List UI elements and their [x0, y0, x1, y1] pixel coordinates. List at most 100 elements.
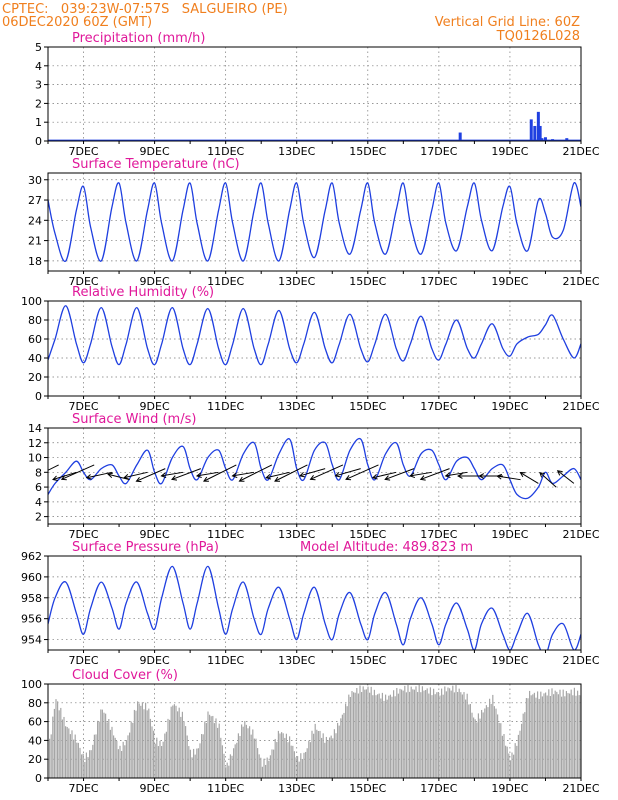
cloud-bar: [373, 689, 375, 778]
cloud-bar: [103, 712, 105, 778]
cloud-bar: [58, 710, 60, 778]
cloud-bar: [253, 738, 255, 778]
cloud-bar: [93, 734, 95, 778]
cloud-bar: [426, 688, 428, 778]
wind-vector: [420, 468, 450, 480]
wind-vector: [86, 471, 113, 479]
cloud-frame: [47, 683, 582, 779]
temp-ytick-label: 18: [28, 255, 42, 268]
rh-ytick-label: 20: [28, 371, 42, 384]
cloud-bar: [333, 729, 335, 778]
precip-bar: [565, 138, 569, 141]
cloud-bar: [418, 684, 420, 778]
cloud-bar: [513, 754, 515, 778]
cloud-bar: [55, 699, 57, 778]
wind-xtick-label: 21DEC: [562, 528, 599, 541]
cloud-bar: [332, 738, 334, 778]
cloud-xtick-label: 13DEC: [278, 782, 315, 795]
wind-vector-head: [371, 474, 378, 480]
cloud-bar: [68, 728, 70, 778]
wind-vector: [123, 471, 148, 479]
wind-vector: [345, 464, 379, 480]
cloud-bar: [293, 751, 295, 778]
pres-ytick-label: 954: [21, 634, 42, 647]
cloud-bar: [228, 765, 230, 778]
cloud-bar: [519, 730, 521, 778]
cloud-bar: [455, 685, 457, 778]
cloud-bar: [530, 695, 532, 778]
cloud-bar: [297, 756, 299, 778]
cloud-bar: [517, 734, 519, 778]
precip-title: Precipitation (mm/h): [72, 31, 205, 46]
cloud-bar: [559, 689, 561, 778]
cloud-bar: [49, 738, 51, 778]
cloud-bar: [524, 712, 526, 778]
rh-ytick-label: 100: [21, 295, 42, 308]
cloud-bar: [194, 754, 196, 778]
cloud-bar: [569, 693, 571, 778]
temp-series-line: [48, 182, 581, 262]
rh-xtick-label: 17DEC: [420, 400, 457, 413]
cloud-bar: [252, 729, 254, 778]
cloud-bar: [399, 688, 401, 778]
cloud-bar: [284, 737, 286, 778]
cloud-bar: [127, 735, 129, 778]
precip-xtick-label: 19DEC: [491, 145, 528, 158]
cloud-bar: [180, 716, 182, 778]
temp-ytick-label: 30: [28, 174, 42, 187]
cloud-bar: [549, 696, 551, 778]
cloud-bar: [156, 737, 158, 778]
cloud-bar: [57, 701, 59, 778]
cloud-bar: [97, 720, 99, 778]
cloud-bar: [289, 736, 291, 778]
wind-vector: [171, 468, 201, 480]
wind-vector: [539, 472, 557, 488]
cloud-bar: [199, 743, 201, 778]
cloud-xtick-label: 21DEC: [562, 782, 599, 795]
cloud-bar: [133, 709, 135, 778]
cloud-bar: [553, 694, 555, 778]
cloud-bar: [497, 714, 499, 778]
cloud-bar: [234, 744, 236, 778]
cloud-bar: [69, 734, 71, 778]
wind-xtick-label: 7DEC: [68, 528, 98, 541]
cloud-bar: [167, 718, 169, 778]
cloud-xtick-label: 19DEC: [491, 782, 528, 795]
cloud-bar: [322, 733, 324, 778]
cloud-bar: [271, 749, 273, 778]
cloud-bar: [327, 740, 329, 778]
cloud-bar: [404, 685, 406, 778]
rh-xtick-label: 19DEC: [491, 400, 528, 413]
wind-vector-head: [123, 474, 130, 480]
wind-vector-head: [160, 472, 167, 479]
cloud-bar: [473, 717, 475, 778]
cloud-bar: [525, 698, 527, 778]
cloud-bar: [89, 750, 91, 778]
cloud-bar: [53, 708, 55, 778]
cloud-bar: [263, 758, 265, 778]
cloud-xtick-label: 17DEC: [420, 782, 457, 795]
cloud-bar: [145, 702, 147, 778]
cloud-bar: [265, 764, 267, 778]
cloud-bar: [191, 757, 193, 778]
precip-bar: [536, 111, 540, 141]
wind-title: Surface Wind (m/s): [72, 412, 196, 427]
cloud-bar: [529, 690, 531, 778]
wind-vector-head: [202, 476, 209, 482]
cloud-bar: [437, 692, 439, 778]
wind-vector: [520, 472, 539, 484]
cloud-bar: [245, 724, 247, 778]
cloud-bar: [241, 724, 243, 778]
cloud-bar: [537, 691, 539, 778]
cloud-bar: [52, 716, 54, 778]
cloud-bar: [338, 725, 340, 778]
cloud-bar: [329, 737, 331, 778]
cloud-ytick-label: 20: [28, 753, 42, 766]
cloud-bar: [177, 711, 179, 778]
cloud-bar: [548, 689, 550, 778]
cloud-bar: [481, 709, 483, 778]
cloud-bar: [287, 742, 289, 778]
cloud-bar: [359, 685, 361, 778]
wind-vector: [136, 468, 166, 482]
temp-xtick-label: 13DEC: [278, 275, 315, 288]
